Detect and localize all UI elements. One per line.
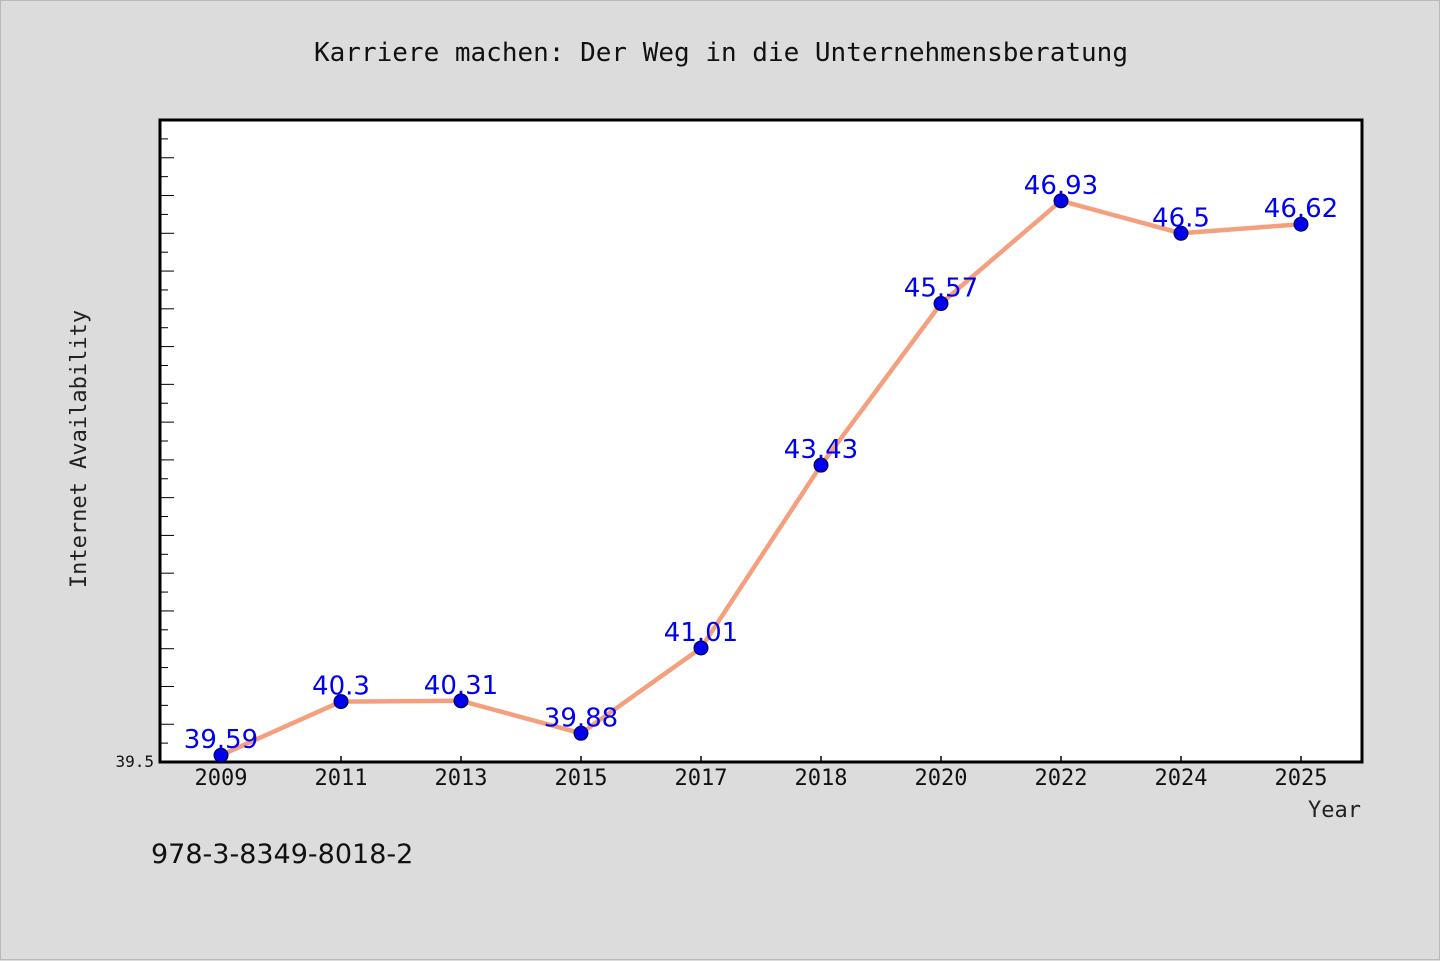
x-tick-label: 2013 xyxy=(435,766,488,791)
data-point xyxy=(213,747,229,763)
data-point xyxy=(813,457,829,473)
x-tick-label: 2017 xyxy=(675,766,728,791)
data-label: 39.59 xyxy=(184,725,258,755)
x-tick-label: 2018 xyxy=(795,766,848,791)
x-tick-label: 2020 xyxy=(915,766,968,791)
x-tick-label: 2011 xyxy=(315,766,368,791)
x-tick-label: 2025 xyxy=(1275,766,1328,791)
y-axis-tick-labels: 39.5 xyxy=(115,752,154,771)
data-label: 40.3 xyxy=(312,672,370,702)
data-label: 41.01 xyxy=(664,618,738,648)
data-label: 46.5 xyxy=(1152,203,1210,233)
x-tick-label: 2015 xyxy=(555,766,608,791)
y-axis-label: Internet Availability xyxy=(67,310,92,588)
chart-title: Karriere machen: Der Weg in die Unterneh… xyxy=(314,38,1128,68)
x-tick-label: 2009 xyxy=(195,766,248,791)
data-point xyxy=(1053,193,1069,209)
data-point xyxy=(1293,216,1309,232)
y-axis-minor-ticks xyxy=(160,138,174,763)
x-tick-label: 2024 xyxy=(1155,766,1208,791)
x-tick-label: 2022 xyxy=(1035,766,1088,791)
data-point xyxy=(1173,225,1189,241)
data-point-markers xyxy=(213,193,1309,763)
data-point xyxy=(573,725,589,741)
footer-identifier: 978-3-8349-8018-2 xyxy=(151,839,413,870)
x-axis-label: Year xyxy=(1308,798,1361,823)
data-label: 43.43 xyxy=(784,435,858,465)
data-label: 40.31 xyxy=(424,671,498,701)
data-label: 45.57 xyxy=(904,274,978,304)
data-point xyxy=(693,640,709,656)
data-point xyxy=(453,693,469,709)
data-label: 46.62 xyxy=(1264,194,1338,224)
data-point-labels: 39.59 40.3 40.31 39.88 41.01 43.43 45.57 46.93 4… xyxy=(184,171,1338,755)
x-axis-tick-labels: 2009 2011 2013 2015 2017 2018 2020 2022 2024 2025 xyxy=(195,766,1328,791)
series-line xyxy=(218,198,1304,758)
data-point xyxy=(333,694,349,710)
y-tick-label: 39.5 xyxy=(115,752,154,771)
data-label: 39.88 xyxy=(544,703,618,733)
data-label: 46.93 xyxy=(1024,171,1098,201)
data-point xyxy=(933,296,949,312)
